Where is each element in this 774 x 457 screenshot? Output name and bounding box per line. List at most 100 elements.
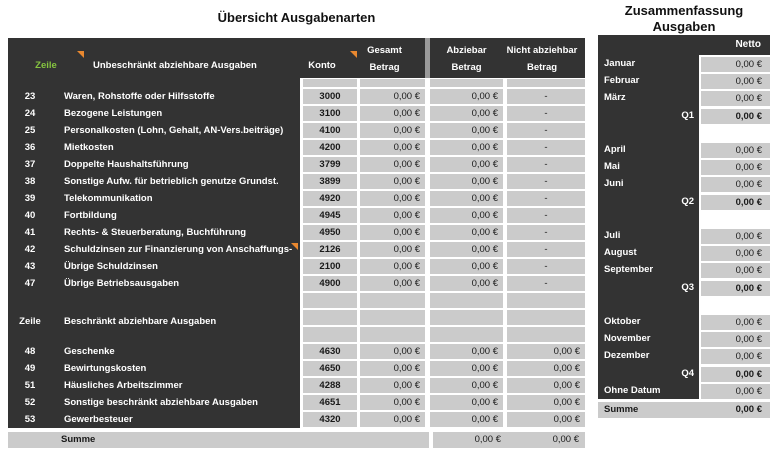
expense-label-cell[interactable]: Personalkosten (Lohn, Gehalt, AN-Vers.be… <box>64 125 284 136</box>
header-abziehbar-cell[interactable]: Abziebar Betrag <box>446 45 487 73</box>
nicht-abziehbar-cell[interactable]: - <box>507 208 585 223</box>
empty-cell[interactable] <box>507 310 585 325</box>
section-label-cell[interactable]: Beschränkt abziehbare Ausgaben <box>64 316 217 327</box>
nicht-abziehbar-cell[interactable]: - <box>507 242 585 257</box>
netto-value-cell[interactable]: 0,00 € <box>701 177 770 193</box>
zeile-cell[interactable]: 52 <box>24 397 36 408</box>
netto-value-cell[interactable]: 0,00 € <box>701 383 770 399</box>
summary-summe-row[interactable]: Summe 0,00 € <box>598 402 770 418</box>
quarter-label-cell[interactable]: Q2 <box>681 195 694 207</box>
month-label-cell[interactable]: März <box>604 92 626 104</box>
zeile-cell[interactable]: 41 <box>24 227 36 238</box>
netto-value-cell[interactable]: 0,00 € <box>701 108 770 124</box>
gesamt-cell[interactable]: 0,00 € <box>360 191 425 206</box>
netto-value-cell[interactable]: 0,00 € <box>701 315 770 330</box>
konto-cell[interactable]: 4950 <box>303 225 357 240</box>
gesamt-cell[interactable]: 0,00 € <box>360 174 425 189</box>
zeile-cell[interactable]: 43 <box>24 261 36 272</box>
abziehbar-cell[interactable]: 0,00 € <box>430 361 503 376</box>
gesamt-cell[interactable]: 0,00 € <box>360 123 425 138</box>
konto-cell[interactable]: 4651 <box>303 395 357 410</box>
konto-cell[interactable]: 4900 <box>303 276 357 291</box>
empty-cell[interactable] <box>303 327 357 342</box>
abziehbar-cell[interactable]: 0,00 € <box>430 412 503 427</box>
netto-value-cell[interactable]: 0,00 € <box>701 280 770 296</box>
gesamt-cell[interactable]: 0,00 € <box>360 344 425 359</box>
comment-indicator-icon[interactable] <box>77 51 84 58</box>
nicht-abziehbar-cell[interactable]: - <box>507 259 585 274</box>
konto-cell[interactable]: 4945 <box>303 208 357 223</box>
gesamt-cell[interactable]: 0,00 € <box>360 361 425 376</box>
konto-cell[interactable]: 4288 <box>303 378 357 393</box>
empty-cell[interactable] <box>430 327 503 342</box>
gesamt-cell[interactable]: 0,00 € <box>360 259 425 274</box>
nicht-abziehbar-cell[interactable]: - <box>507 106 585 121</box>
zeile-cell[interactable]: 38 <box>24 176 36 187</box>
konto-cell[interactable]: 4920 <box>303 191 357 206</box>
abziehbar-cell[interactable]: 0,00 € <box>430 123 503 138</box>
konto-cell[interactable]: 3000 <box>303 89 357 104</box>
nicht-abziehbar-cell[interactable]: - <box>507 123 585 138</box>
empty-cell[interactable] <box>507 79 585 87</box>
empty-cell[interactable] <box>303 79 357 87</box>
abziehbar-cell[interactable]: 0,00 € <box>430 225 503 240</box>
month-label-cell[interactable]: Juli <box>604 230 621 241</box>
konto-cell[interactable]: 4100 <box>303 123 357 138</box>
empty-cell[interactable] <box>430 293 503 308</box>
empty-cell[interactable] <box>430 79 503 87</box>
expense-label-cell[interactable]: Übrige Schuldzinsen <box>64 261 158 272</box>
gesamt-cell[interactable]: 0,00 € <box>360 140 425 155</box>
month-label-cell[interactable]: Januar <box>604 58 636 69</box>
abziehbar-cell[interactable]: 0,00 € <box>430 157 503 172</box>
zeile-cell[interactable]: 42 <box>24 244 36 255</box>
nicht-abziehbar-cell[interactable]: 0,00 € <box>507 361 585 376</box>
nicht-abziehbar-cell[interactable]: 0,00 € <box>507 344 585 359</box>
nicht-abziehbar-cell[interactable]: 0,00 € <box>507 378 585 393</box>
month-label-cell[interactable]: November <box>604 333 651 345</box>
konto-cell[interactable]: 3899 <box>303 174 357 189</box>
nicht-abziehbar-cell[interactable]: - <box>507 89 585 104</box>
zeile-cell[interactable]: 48 <box>24 346 36 357</box>
month-label-cell[interactable]: Juni <box>604 178 624 190</box>
month-label-cell[interactable]: Oktober <box>604 316 641 327</box>
month-label-cell[interactable]: Februar <box>604 75 640 87</box>
month-label-cell[interactable]: August <box>604 247 637 259</box>
zeile-cell[interactable]: 53 <box>24 414 36 425</box>
nicht-abziehbar-cell[interactable]: 0,00 € <box>507 412 585 427</box>
comment-indicator-icon[interactable] <box>291 243 298 250</box>
expense-label-cell[interactable]: Bezogene Leistungen <box>64 108 163 119</box>
month-label-cell[interactable]: Dezember <box>604 350 650 362</box>
quarter-label-cell[interactable]: Q4 <box>681 367 694 379</box>
header-gesamt-cell[interactable]: Gesamt Betrag <box>367 45 402 73</box>
expense-label-cell[interactable]: Mietkosten <box>64 142 114 153</box>
empty-cell[interactable] <box>360 310 425 325</box>
expense-label-cell[interactable]: Häusliches Arbeitszimmer <box>64 380 183 391</box>
netto-value-cell[interactable]: 0,00 € <box>701 366 770 382</box>
abziehbar-cell[interactable]: 0,00 € <box>430 395 503 410</box>
header-section1-cell[interactable]: Unbeschränkt abziehbare Ausgaben <box>93 59 257 71</box>
expense-label-cell[interactable]: Waren, Rohstoffe oder Hilfsstoffe <box>64 91 215 102</box>
abziehbar-cell[interactable]: 0,00 € <box>430 259 503 274</box>
nicht-abziehbar-cell[interactable]: - <box>507 157 585 172</box>
konto-cell[interactable]: 4650 <box>303 361 357 376</box>
zeile-cell[interactable]: 49 <box>24 363 36 374</box>
quarter-label-cell[interactable]: Q1 <box>681 109 694 121</box>
expense-label-cell[interactable]: Doppelte Haushaltsführung <box>64 159 189 170</box>
expense-label-cell[interactable]: Telekommunikation <box>64 193 153 204</box>
gesamt-cell[interactable]: 0,00 € <box>360 225 425 240</box>
zeile-cell[interactable]: 40 <box>24 210 36 221</box>
expense-label-cell[interactable]: Übrige Betriebsausgaben <box>64 278 180 289</box>
expense-label-cell[interactable]: Sonstige Aufw. für betrieblich genutze G… <box>64 176 279 187</box>
expense-label-cell[interactable]: Bewirtungskosten <box>64 363 147 374</box>
zeile-cell[interactable]: 37 <box>24 159 36 170</box>
summe-row-label-band[interactable]: Summe <box>8 432 429 448</box>
empty-cell[interactable] <box>303 293 357 308</box>
netto-value-cell[interactable]: 0,00 € <box>701 229 770 244</box>
abziehbar-cell[interactable]: 0,00 € <box>430 89 503 104</box>
comment-indicator-icon[interactable] <box>350 51 357 58</box>
expense-label-cell[interactable]: Sonstige beschränkt abziehbare Ausgaben <box>64 397 258 408</box>
netto-value-cell[interactable]: 0,00 € <box>701 349 770 365</box>
quarter-label-cell[interactable]: Q3 <box>681 281 694 293</box>
gesamt-cell[interactable]: 0,00 € <box>360 242 425 257</box>
netto-value-cell[interactable]: 0,00 € <box>701 194 770 210</box>
